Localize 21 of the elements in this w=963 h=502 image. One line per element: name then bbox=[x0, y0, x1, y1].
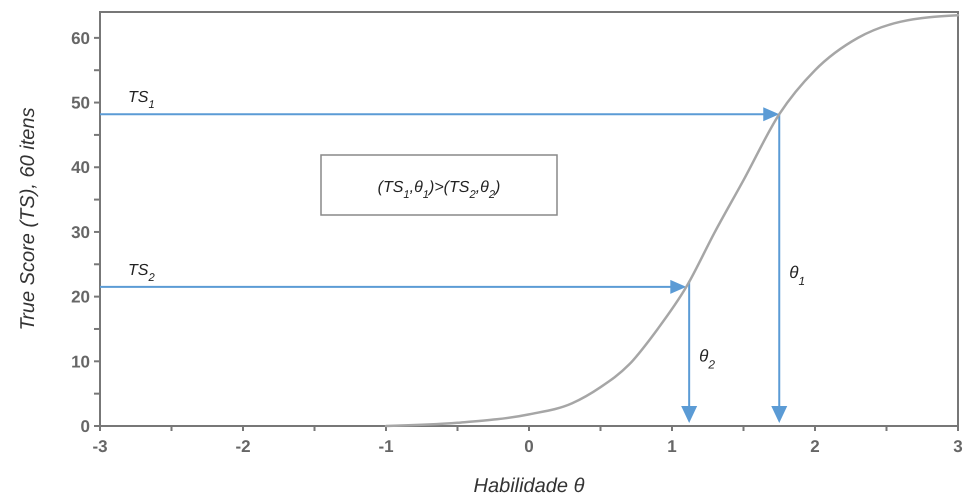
ref-line-label: TS$_{1}$ bbox=[128, 89, 155, 112]
x-tick-label: -3 bbox=[92, 437, 108, 456]
x-axis-title: Habilidade θ bbox=[474, 475, 585, 497]
x-tick-label: 1 bbox=[667, 437, 677, 456]
y-tick-label: 20 bbox=[71, 288, 90, 307]
x-tick-label: -2 bbox=[235, 437, 251, 456]
y-tick-label: 40 bbox=[71, 158, 90, 178]
y-tick-label: 50 bbox=[71, 94, 90, 113]
y-tick-label: 10 bbox=[71, 352, 90, 372]
x-tick-label: 3 bbox=[953, 437, 963, 456]
ref-line-label: TS$_{2}$ bbox=[128, 262, 156, 284]
text-box: (TS$_{1}$,θ$_{1}$)>(TS$_{2}$,θ$_{2}$) bbox=[320, 154, 558, 216]
y-tick-label: 0 bbox=[80, 416, 90, 436]
x-tick-label: 0 bbox=[524, 437, 534, 456]
y-tick-label: 60 bbox=[71, 28, 90, 48]
x-tick-label: 2 bbox=[810, 437, 820, 456]
ref-line-label: θ$_{1}$ bbox=[789, 263, 806, 288]
y-tick-label: 30 bbox=[71, 222, 90, 242]
ref-line-label: θ$_{2}$ bbox=[699, 346, 716, 372]
y-axis-title: True Score (TS), 60 itens bbox=[17, 107, 39, 331]
x-tick-label: -1 bbox=[378, 437, 394, 456]
